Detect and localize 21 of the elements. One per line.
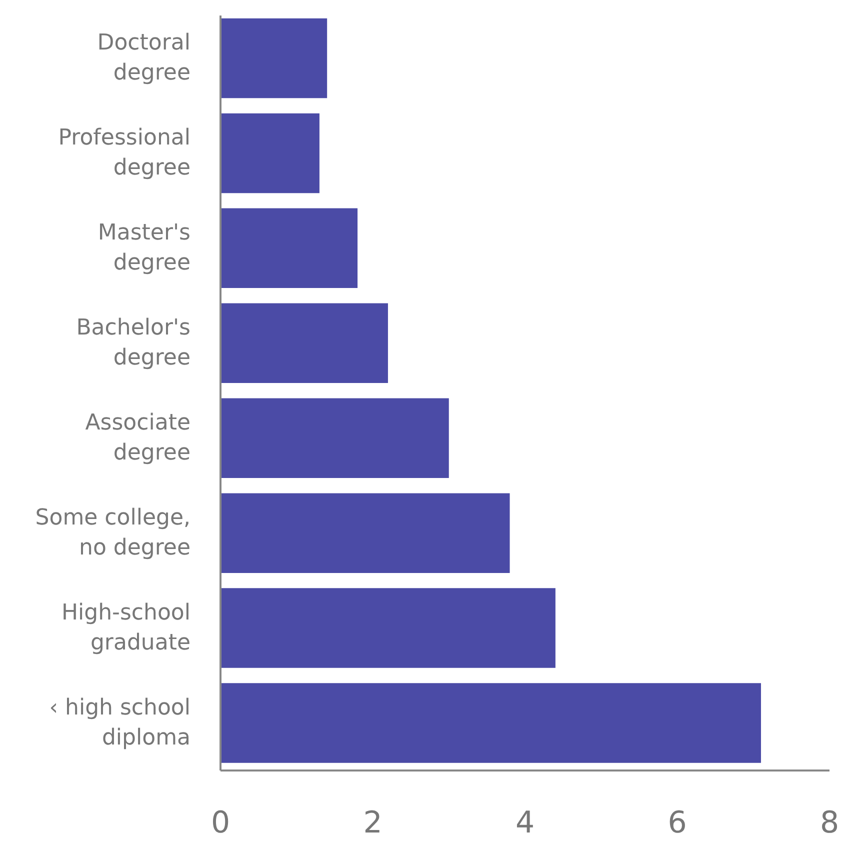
y-tick-label: ‹ high school diploma xyxy=(49,696,191,751)
bar xyxy=(220,588,556,668)
x-tick-label: 0 xyxy=(210,806,230,840)
y-tick-label: High-school graduate xyxy=(61,600,191,656)
y-tick-label: Some college, no degree xyxy=(35,506,191,561)
bar xyxy=(220,18,328,98)
x-tick-label: 2 xyxy=(363,806,382,840)
bar xyxy=(220,398,449,478)
bar xyxy=(220,113,320,194)
bar xyxy=(220,493,510,573)
y-tick-label: Associate degree xyxy=(85,410,191,466)
x-tick-label: 8 xyxy=(820,806,840,840)
bar xyxy=(220,683,761,763)
y-tick-label: Doctoral degree xyxy=(97,30,191,86)
bar xyxy=(220,303,388,384)
y-tick-label: Professional degree xyxy=(58,126,191,181)
x-tick-label: 4 xyxy=(515,806,535,840)
y-tick-label: Master's degree xyxy=(98,220,191,276)
bar xyxy=(220,208,358,288)
x-tick-label: 6 xyxy=(668,806,687,840)
y-tick-label: Bachelor's degree xyxy=(76,316,191,371)
